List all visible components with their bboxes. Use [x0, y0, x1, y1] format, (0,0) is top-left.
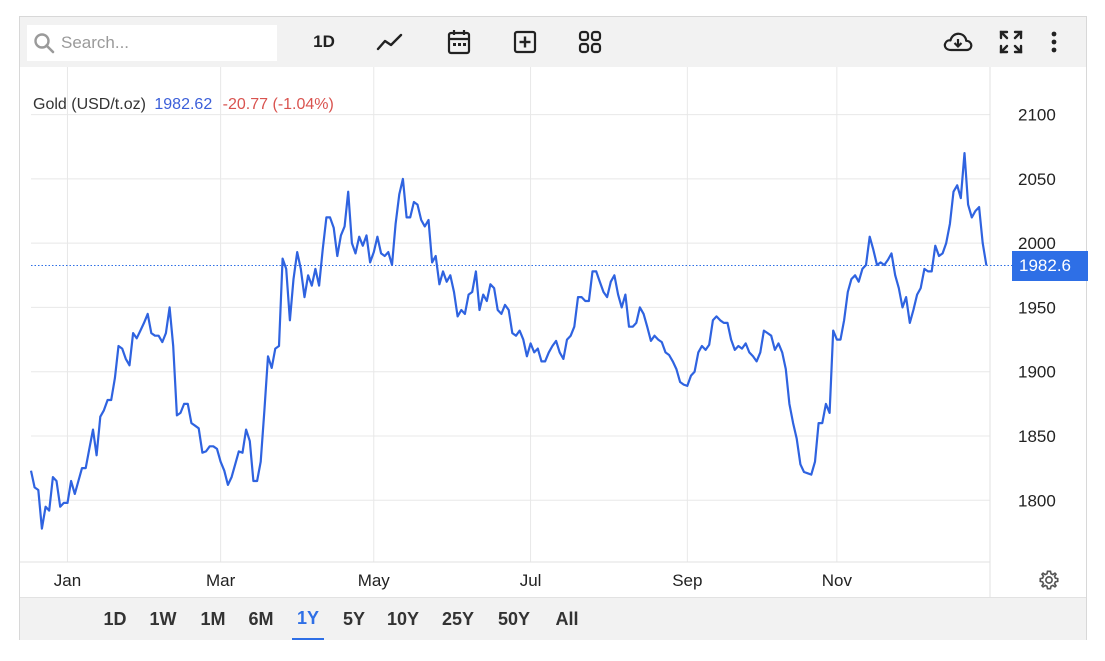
search-box[interactable]: Search... [27, 25, 277, 61]
y-tick-label: 2100 [1018, 106, 1056, 125]
y-tick-label: 2000 [1018, 234, 1056, 253]
y-tick-label: 1950 [1018, 298, 1056, 317]
y-tick-label: 1850 [1018, 427, 1056, 446]
chart-toolbar: Search... 1D [20, 17, 1086, 67]
interval-button[interactable]: 1D [313, 32, 335, 51]
range-button-10y[interactable]: 10Y [386, 608, 420, 629]
x-tick-label: Jul [520, 571, 542, 590]
x-tick-label: Sep [672, 571, 702, 590]
range-button-5y[interactable]: 5Y [342, 608, 366, 629]
settings-gear-icon[interactable] [1038, 569, 1060, 596]
grid-icon[interactable] [577, 25, 603, 59]
y-tick-label: 1900 [1018, 363, 1056, 382]
x-tick-label: May [358, 571, 391, 590]
price-line-series [29, 152, 988, 530]
range-button-6m[interactable]: 6M [248, 608, 274, 629]
line-chart-icon[interactable] [375, 25, 405, 59]
fullscreen-icon[interactable] [998, 25, 1024, 59]
x-tick-label: Jan [54, 571, 81, 590]
legend-price: 1982.62 [154, 96, 213, 113]
chart-widget: Search... 1D [19, 16, 1088, 640]
range-button-1m[interactable]: 1M [200, 608, 226, 629]
range-button-all[interactable]: All [555, 608, 579, 629]
x-tick-label: Nov [822, 571, 853, 590]
range-button-25y[interactable]: 25Y [441, 608, 475, 629]
range-button-50y[interactable]: 50Y [497, 608, 531, 629]
chart-legend: Gold (USD/t.oz) 1982.62 -20.77 (-1.04%) [33, 96, 334, 114]
range-selector: 1D 1W 1M 6M 1Y 5Y 10Y 25Y 50Y All [20, 597, 1086, 640]
x-tick-label: Mar [206, 571, 236, 590]
y-tick-label: 2050 [1018, 170, 1056, 189]
range-button-1w[interactable]: 1W [149, 608, 177, 629]
y-tick-label: 1800 [1018, 491, 1056, 510]
legend-change: -20.77 (-1.04%) [222, 96, 334, 113]
search-placeholder: Search... [61, 33, 130, 52]
cloud-download-icon[interactable] [942, 25, 974, 59]
more-vert-icon[interactable] [1046, 25, 1062, 59]
search-icon [34, 33, 55, 54]
range-button-1d[interactable]: 1D [103, 608, 127, 629]
instrument-name: Gold (USD/t.oz) [33, 96, 146, 113]
calendar-icon[interactable] [446, 25, 472, 59]
last-price-badge: 1982.6 [1012, 251, 1088, 282]
gold-price-chart[interactable]: 1800 1850 1900 1950 2000 2050 2100 Jan Mar May Jul… [20, 17, 1088, 597]
range-button-1y[interactable]: 1Y [292, 598, 324, 640]
add-box-icon[interactable] [512, 25, 538, 59]
